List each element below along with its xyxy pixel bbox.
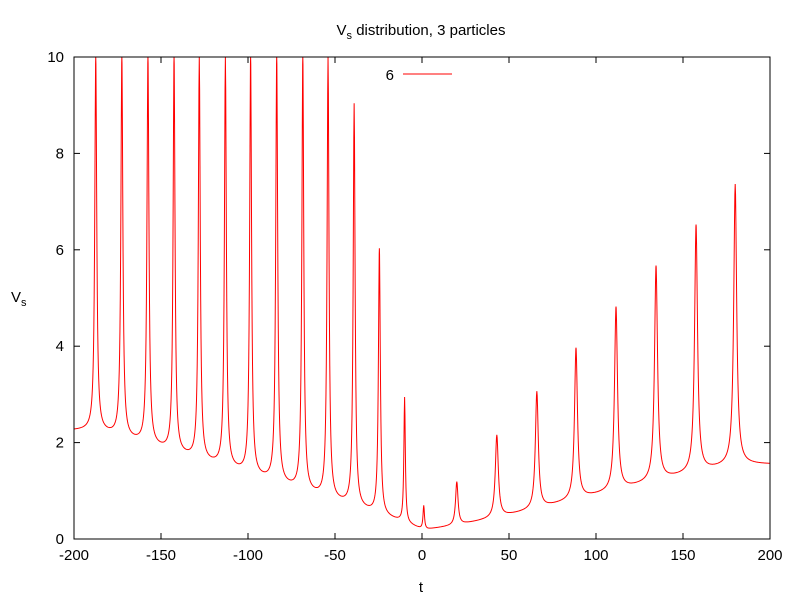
x-tick-label: -200 [59,547,89,564]
x-tick-label: -150 [146,547,176,564]
y-tick-label: 10 [47,49,64,66]
y-tick-label: 8 [56,145,64,162]
legend: 6 [386,67,452,84]
series-line-6 [73,56,771,529]
x-tick-label: -50 [324,547,346,564]
x-tick-label: 150 [670,547,695,564]
plot-frame [73,56,771,540]
chart-title: Vs distribution, 3 particles [337,22,506,42]
axis-ticks: -200 -150 -100 -50 0 50 100 150 200 0 2 4 6 8 10 [47,49,782,564]
y-tick-label: 4 [56,338,64,355]
x-tick-label: 200 [757,547,782,564]
series-layer [73,56,771,529]
y-tick-label: 0 [56,531,64,548]
y-tick-label: 6 [56,242,64,259]
y-tick-label: 2 [56,435,64,452]
x-axis-title: t [419,579,424,596]
x-tick-label: 0 [418,547,426,564]
y-axis-title: Vs [11,289,27,309]
legend-label: 6 [386,67,394,84]
x-tick-label: -100 [233,547,263,564]
x-tick-label: 50 [501,547,518,564]
x-tick-label: 100 [583,547,608,564]
